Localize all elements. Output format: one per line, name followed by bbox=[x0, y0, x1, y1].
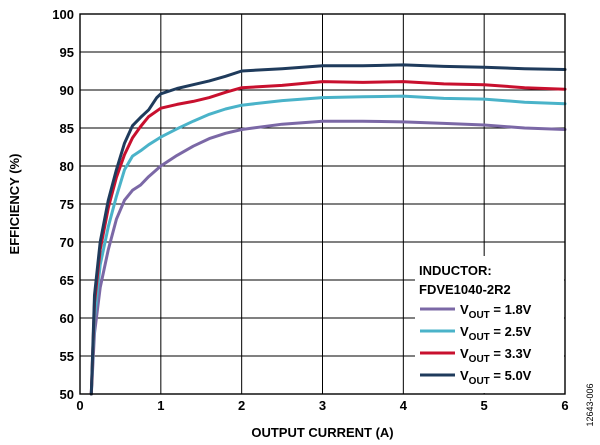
y-tick-label: 55 bbox=[60, 349, 74, 364]
x-tick-label: 3 bbox=[319, 398, 326, 413]
y-tick-label: 90 bbox=[60, 83, 74, 98]
legend-entry-label: VOUT = 2.5V bbox=[460, 324, 532, 343]
y-tick-labels: 50 55 60 65 70 75 80 85 90 95 100 bbox=[52, 7, 74, 402]
x-tick-label: 5 bbox=[481, 398, 488, 413]
x-tick-label: 2 bbox=[238, 398, 245, 413]
x-tick-labels: 0 1 2 3 4 5 6 bbox=[76, 398, 568, 413]
legend-title-line2: FDVE1040-2R2 bbox=[419, 282, 511, 297]
legend-entry-label: VOUT = 1.8V bbox=[460, 302, 532, 321]
legend-background bbox=[415, 256, 564, 393]
y-tick-label: 75 bbox=[60, 197, 74, 212]
y-tick-label: 70 bbox=[60, 235, 74, 250]
x-axis-title: OUTPUT CURRENT (A) bbox=[251, 425, 393, 440]
y-tick-label: 85 bbox=[60, 121, 74, 136]
figure-id: 12643-006 bbox=[585, 383, 595, 426]
y-tick-label: 95 bbox=[60, 45, 74, 60]
x-tick-label: 6 bbox=[561, 398, 568, 413]
series-line bbox=[89, 63, 567, 396]
plot-frame bbox=[79, 13, 566, 395]
y-tick-label: 100 bbox=[52, 7, 74, 22]
x-tick-label: 4 bbox=[400, 398, 408, 413]
y-tick-label: 80 bbox=[60, 159, 74, 174]
legend-title-line1: INDUCTOR: bbox=[419, 263, 492, 278]
series-line bbox=[89, 94, 567, 396]
y-tick-label: 60 bbox=[60, 311, 74, 326]
y-axis-title: EFFICIENCY (%) bbox=[7, 154, 22, 255]
legend-entry-label: VOUT = 3.3V bbox=[460, 346, 532, 365]
series-line bbox=[89, 119, 567, 396]
series-layer bbox=[89, 63, 567, 396]
series-line bbox=[89, 80, 567, 396]
x-tick-label: 1 bbox=[157, 398, 164, 413]
y-tick-label: 65 bbox=[60, 273, 74, 288]
legend-entry-label: VOUT = 5.0V bbox=[460, 368, 532, 387]
x-tick-label: 0 bbox=[76, 398, 83, 413]
legend-entries: VOUT = 1.8V VOUT = 2.5V VOUT = 3.3V VOUT = … bbox=[420, 302, 532, 387]
y-tick-label: 50 bbox=[60, 387, 74, 402]
